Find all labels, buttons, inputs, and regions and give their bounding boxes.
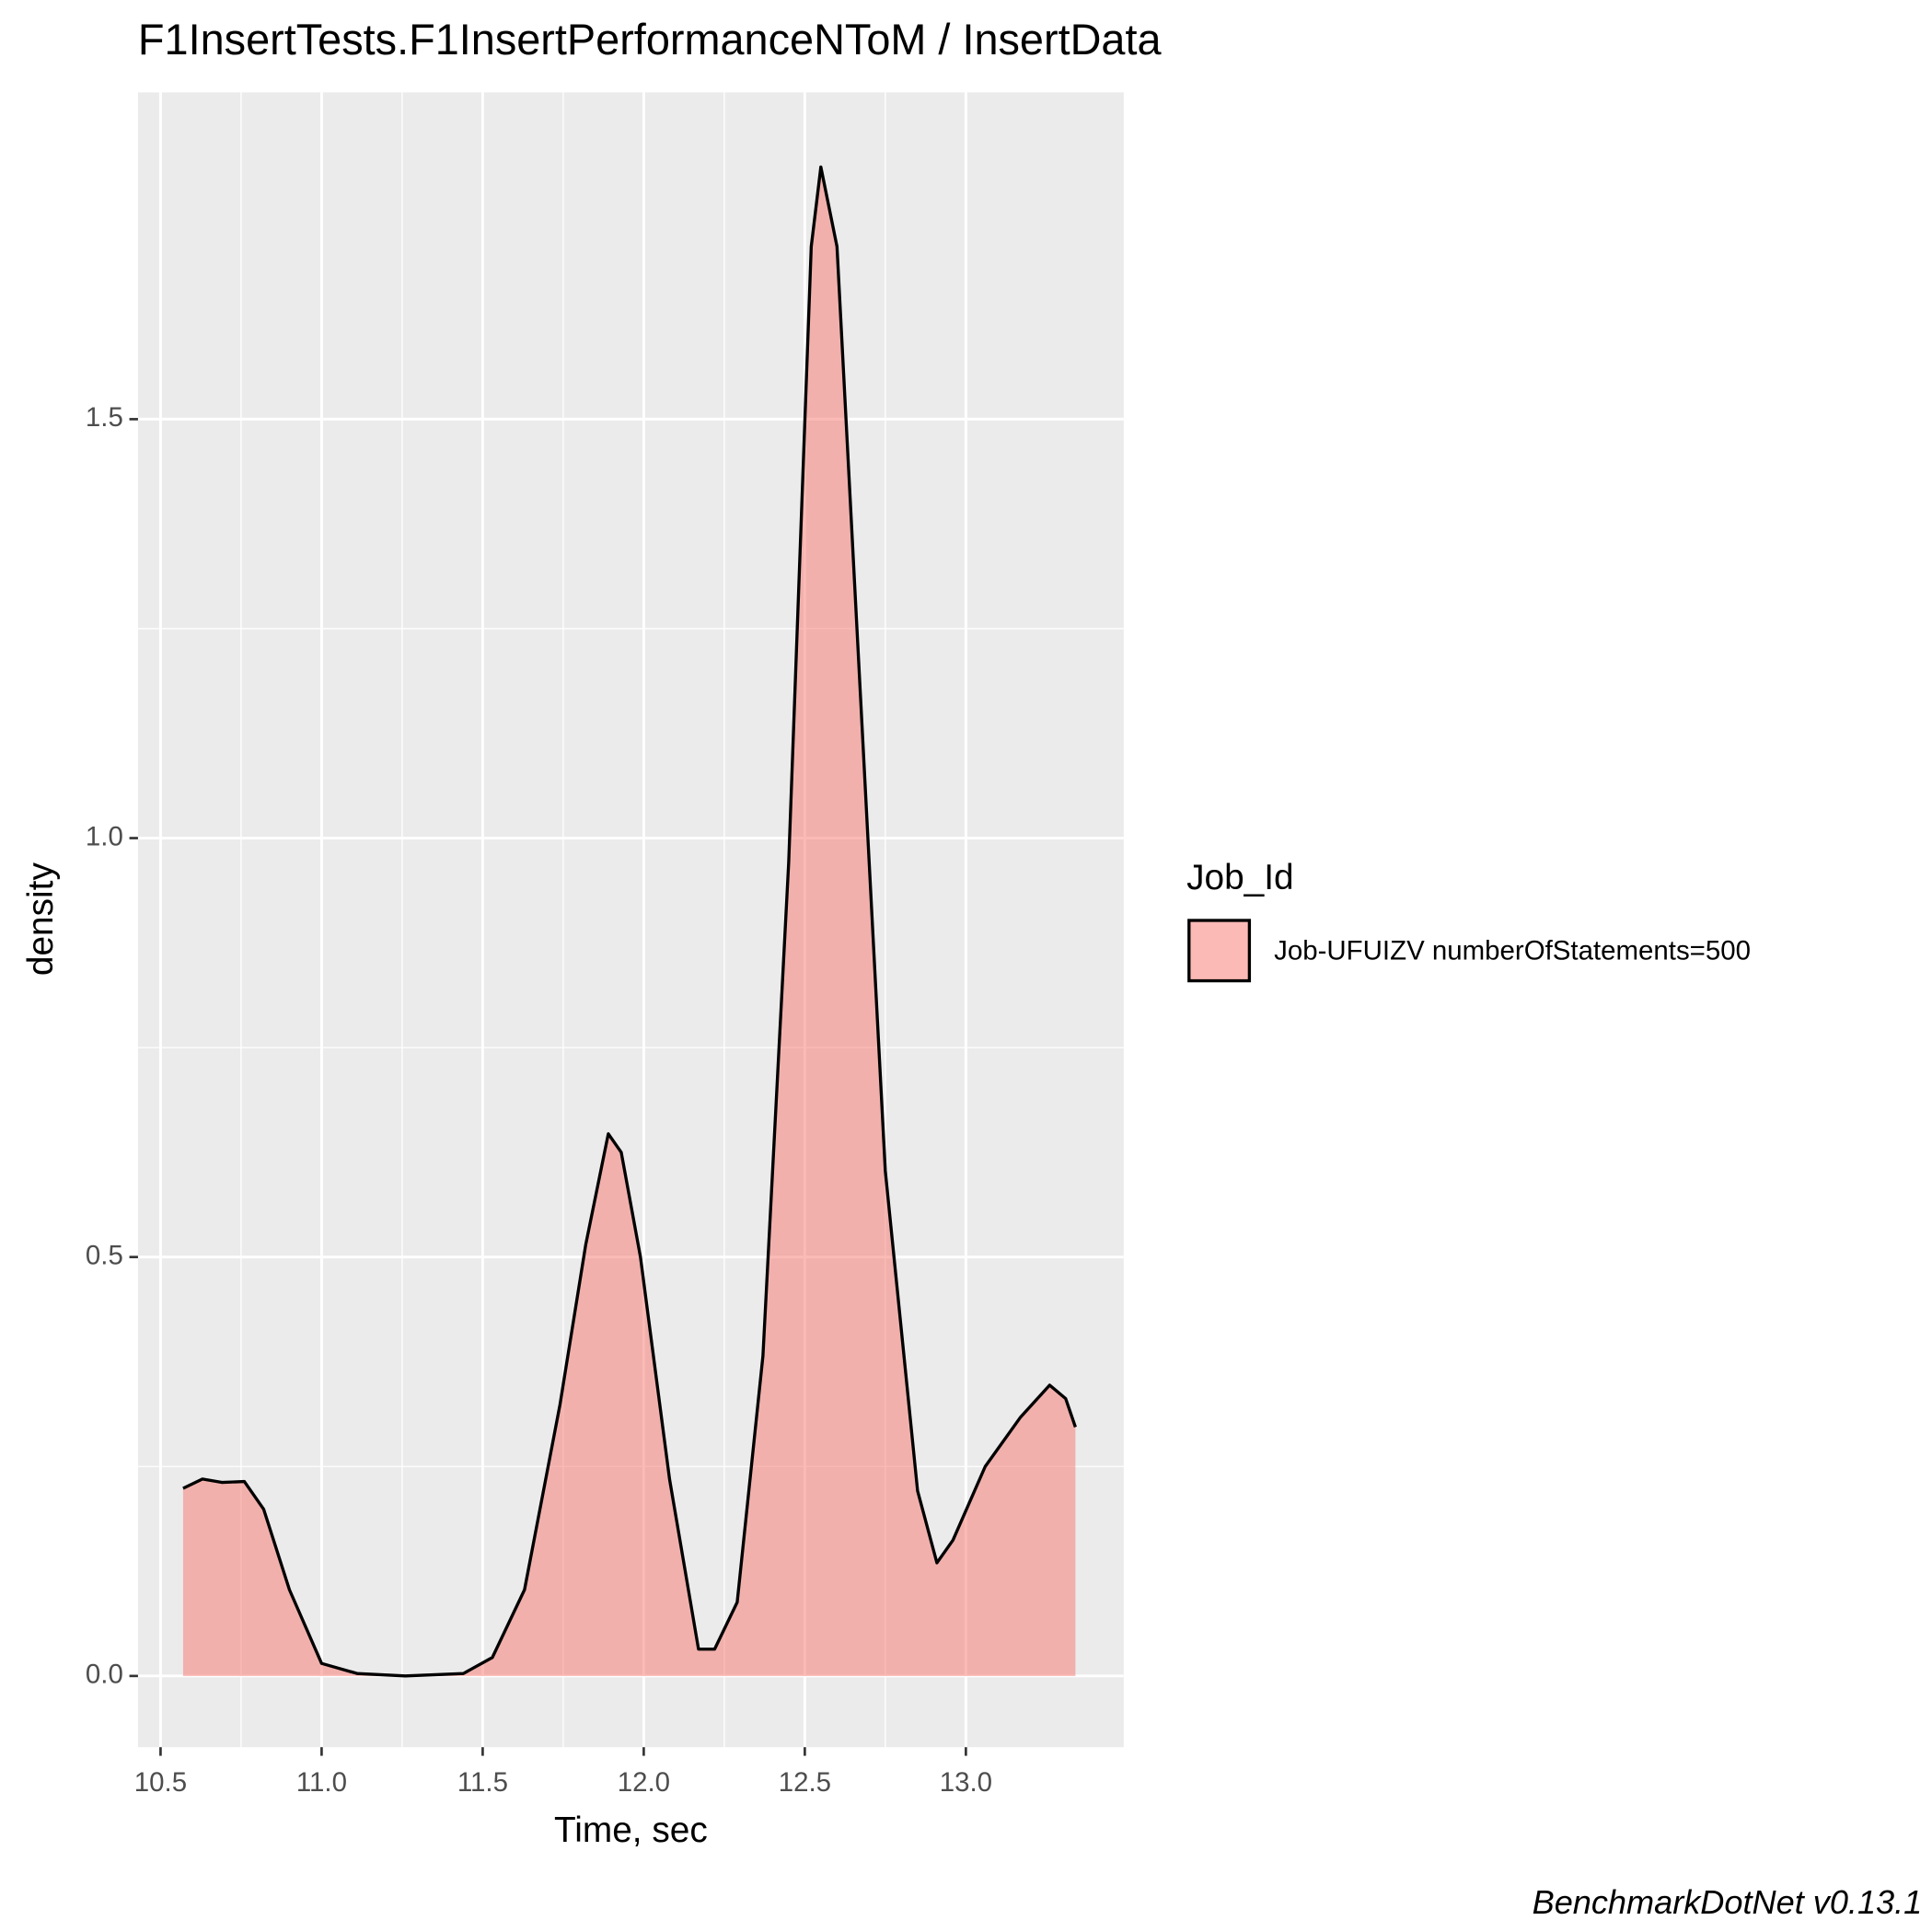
legend-key: [1187, 919, 1252, 983]
y-tick-label: 0.0: [86, 1660, 123, 1690]
chart-title: F1InsertTests.F1InsertPerformanceNToM / …: [138, 16, 1163, 64]
x-tick-label: 11.0: [296, 1767, 347, 1798]
x-axis-title: Time, sec: [554, 1811, 708, 1850]
x-tick-label: 12.0: [618, 1767, 670, 1798]
y-tick-label: 1.0: [86, 821, 123, 851]
y-tick-label: 0.5: [86, 1240, 123, 1270]
x-tick-label: 12.5: [779, 1767, 831, 1798]
x-tick-label: 10.5: [134, 1767, 187, 1798]
y-axis-title: density: [21, 862, 61, 977]
density-line: [182, 165, 1077, 1678]
legend-label: Job-UFUIZV numberOfStatements=500: [1274, 936, 1751, 966]
caption: BenchmarkDotNet v0.13.1: [1533, 1883, 1923, 1921]
x-tick-label: 13.0: [940, 1767, 992, 1798]
y-tick-label: 1.5: [86, 402, 123, 433]
marks: [182, 165, 1077, 1678]
x-tick-label: 11.5: [457, 1767, 508, 1798]
legend-title: Job_Id: [1186, 858, 1294, 897]
